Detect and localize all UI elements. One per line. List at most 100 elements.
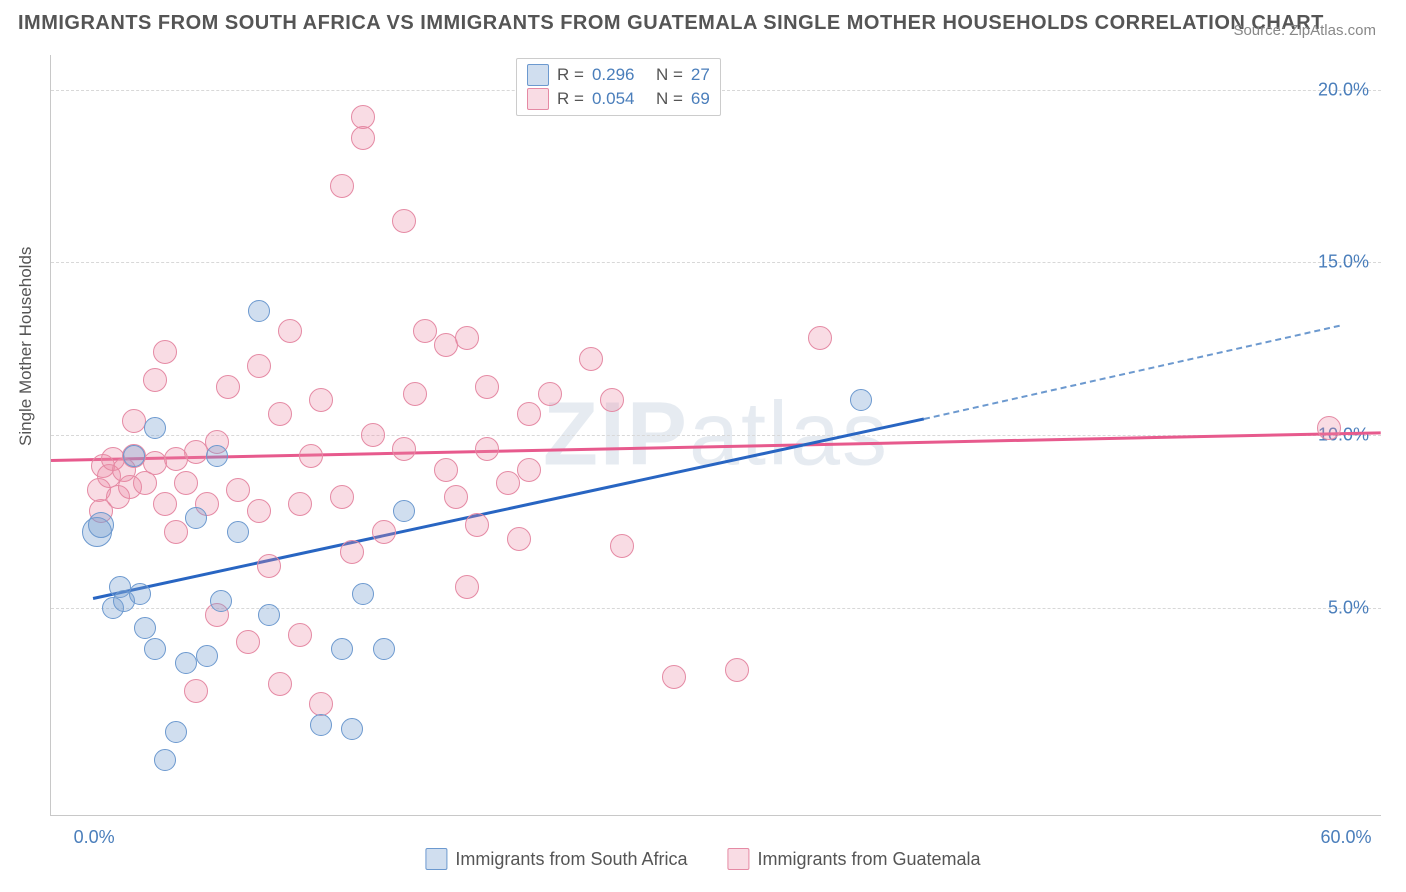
data-point-pink [403,382,427,406]
data-point-pink [392,437,416,461]
data-point-pink [143,368,167,392]
data-point-blue [373,638,395,660]
data-point-pink [278,319,302,343]
data-point-pink [330,485,354,509]
data-point-blue [248,300,270,322]
n-value-blue: 27 [691,63,710,87]
y-axis-label: Single Mother Households [16,247,36,446]
data-point-blue [134,617,156,639]
legend-label-pink: Immigrants from Guatemala [758,849,981,870]
data-point-pink [538,382,562,406]
data-point-pink [496,471,520,495]
gridline [51,262,1381,263]
data-point-blue [227,521,249,543]
data-point-pink [288,492,312,516]
data-point-blue [175,652,197,674]
data-point-pink [351,126,375,150]
legend-label-blue: Immigrants from South Africa [455,849,687,870]
data-point-pink [153,340,177,364]
data-point-pink [361,423,385,447]
x-tick-label: 60.0% [1320,827,1371,848]
y-tick-label: 20.0% [1318,79,1369,100]
data-point-pink [413,319,437,343]
data-point-blue [210,590,232,612]
data-point-pink [299,444,323,468]
data-point-pink [455,575,479,599]
data-point-pink [257,554,281,578]
swatch-blue [425,848,447,870]
data-point-pink [247,354,271,378]
bottom-legend: Immigrants from South Africa Immigrants … [425,848,980,870]
data-point-pink [309,692,333,716]
data-point-pink [288,623,312,647]
legend-item-pink: Immigrants from Guatemala [728,848,981,870]
data-point-pink [330,174,354,198]
trendline [924,324,1340,419]
legend-item-blue: Immigrants from South Africa [425,848,687,870]
data-point-pink [600,388,624,412]
data-point-pink [610,534,634,558]
r-value-pink: 0.054 [592,87,648,111]
data-point-pink [122,409,146,433]
r-label: R = [557,87,584,111]
data-point-pink [392,209,416,233]
data-point-pink [247,499,271,523]
data-point-pink [226,478,250,502]
data-point-pink [1317,416,1341,440]
data-point-blue [144,417,166,439]
data-point-pink [725,658,749,682]
plot-area: ZIPatlas 5.0%10.0%15.0%20.0% [50,55,1381,816]
stats-row-blue: R = 0.296 N = 27 [527,63,710,87]
data-point-blue [341,718,363,740]
swatch-pink [527,88,549,110]
data-point-pink [268,402,292,426]
data-point-pink [808,326,832,350]
data-point-blue [310,714,332,736]
data-point-pink [475,437,499,461]
data-point-blue [129,583,151,605]
data-point-pink [517,458,541,482]
x-tick-label: 0.0% [74,827,115,848]
r-value-blue: 0.296 [592,63,648,87]
swatch-pink [728,848,750,870]
data-point-pink [164,520,188,544]
chart-title: IMMIGRANTS FROM SOUTH AFRICA VS IMMIGRAN… [18,12,1324,35]
source-label: Source: ZipAtlas.com [1233,22,1376,39]
data-point-pink [174,471,198,495]
data-point-blue [185,507,207,529]
swatch-blue [527,64,549,86]
data-point-pink [662,665,686,689]
data-point-blue [393,500,415,522]
data-point-blue [123,445,145,467]
data-point-pink [153,492,177,516]
data-point-blue [165,721,187,743]
stats-row-pink: R = 0.054 N = 69 [527,87,710,111]
data-point-blue [258,604,280,626]
data-point-blue [144,638,166,660]
trendline [51,432,1381,462]
data-point-blue [206,445,228,467]
data-point-pink [309,388,333,412]
gridline [51,608,1381,609]
data-point-pink [579,347,603,371]
r-label: R = [557,63,584,87]
data-point-blue [154,749,176,771]
data-point-pink [507,527,531,551]
y-tick-label: 15.0% [1318,252,1369,273]
n-label: N = [656,87,683,111]
data-point-blue [331,638,353,660]
y-tick-label: 5.0% [1328,597,1369,618]
data-point-pink [455,326,479,350]
data-point-pink [133,471,157,495]
data-point-pink [216,375,240,399]
data-point-pink [268,672,292,696]
stats-legend: R = 0.296 N = 27 R = 0.054 N = 69 [516,58,721,116]
data-point-blue [88,512,114,538]
data-point-pink [517,402,541,426]
data-point-pink [475,375,499,399]
data-point-blue [352,583,374,605]
data-point-pink [236,630,260,654]
data-point-pink [372,520,396,544]
data-point-pink [444,485,468,509]
data-point-blue [850,389,872,411]
